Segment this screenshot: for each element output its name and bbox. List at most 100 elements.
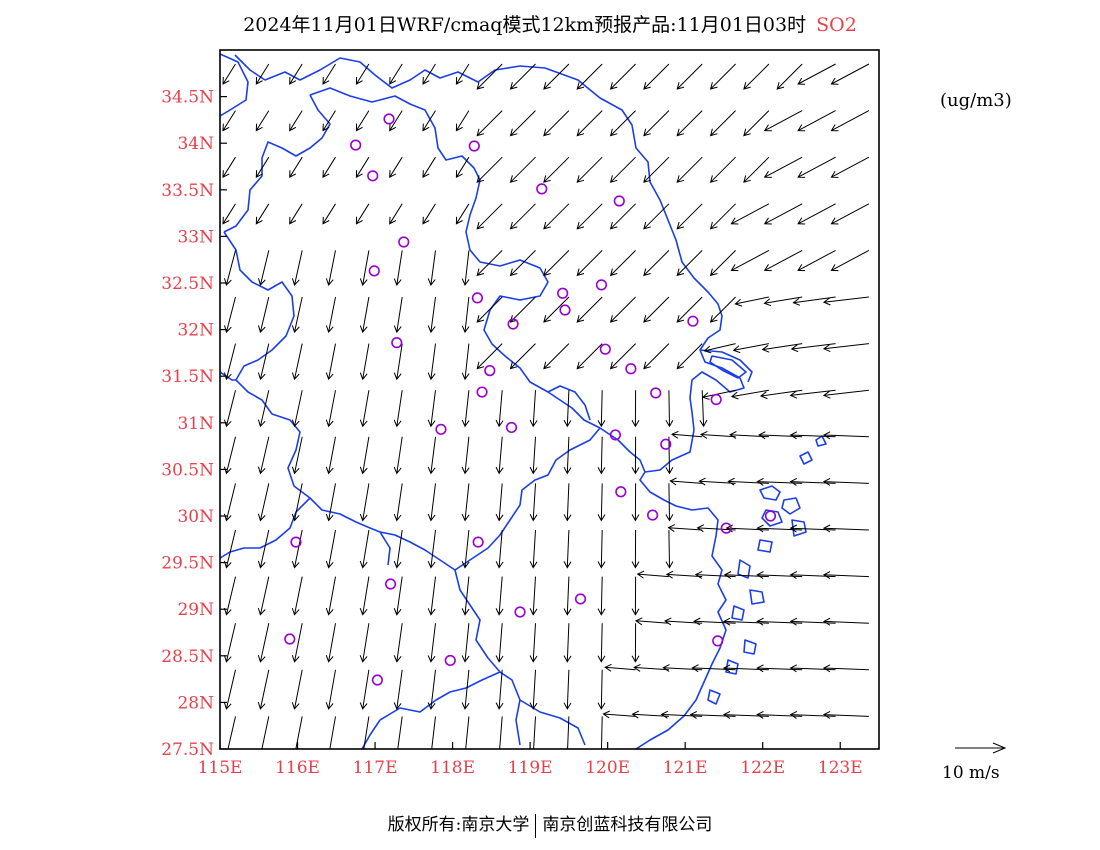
wind-arrow — [709, 250, 736, 277]
lat-tick-label: 31.5N — [161, 367, 214, 387]
wind-arrow — [461, 623, 470, 663]
wind-arrow — [529, 483, 538, 522]
station-marker — [476, 386, 488, 398]
wind-arrow — [698, 477, 736, 486]
wind-arrow — [355, 110, 370, 132]
wind-arrow — [597, 623, 606, 663]
wind-arrow — [289, 63, 303, 85]
wind-arrow — [322, 110, 336, 132]
wind-arrow — [756, 524, 803, 533]
pollutant-label: SO2 — [816, 14, 857, 36]
wind-arrow — [701, 389, 736, 400]
wind-arrow — [792, 296, 836, 306]
station-marker — [472, 536, 484, 548]
wind-arrow — [529, 669, 538, 710]
wind-arrow — [255, 156, 270, 179]
wind-arrow — [427, 296, 436, 334]
wind-arrow — [699, 390, 708, 428]
wind-arrow — [676, 63, 703, 90]
wind-arrow — [476, 343, 503, 370]
wind-arrow — [734, 296, 770, 307]
wind-arrow — [563, 390, 572, 428]
wind-arrow — [789, 710, 836, 719]
wind-arrow — [563, 576, 572, 616]
wind-arrow — [223, 436, 236, 475]
wind-arrow — [797, 203, 836, 225]
wind-arrow — [709, 63, 736, 90]
wind-arrow — [529, 436, 538, 475]
station-marker — [505, 421, 518, 434]
plot-frame — [219, 49, 880, 750]
wind-arrow — [822, 389, 869, 399]
wind-arrow — [643, 110, 670, 137]
wind-arrow — [325, 250, 336, 286]
wind-arrow — [667, 524, 703, 533]
wind-arrow — [291, 623, 303, 663]
unit-label: (ug/m3) — [940, 90, 1012, 111]
zhoushan-islands — [707, 435, 827, 705]
wind-arrow — [322, 63, 336, 85]
wind-arrow — [797, 249, 836, 272]
wind-arrow — [822, 664, 869, 673]
wind-arrow — [257, 343, 270, 381]
wind-arrow — [455, 156, 470, 179]
station-marker — [559, 304, 571, 316]
wind-arrow — [609, 110, 636, 137]
wind-arrow — [509, 296, 536, 323]
station-marker — [712, 635, 724, 647]
wind-arrow — [789, 664, 836, 673]
wind-arrow — [325, 623, 336, 663]
wind-arrow — [631, 436, 640, 475]
lon-tick-label: 116E — [275, 758, 320, 778]
wind-arrow — [563, 436, 572, 475]
latitude-axis: 34.5N 34N 33.5N 33N 32.5N 32N 31.5N 31N 30.5N 30N… — [161, 88, 227, 760]
wind-arrow — [576, 250, 603, 277]
wind-arrow — [756, 664, 803, 673]
wind-arrow — [763, 110, 803, 132]
wind-arrow — [465, 716, 470, 749]
wind-arrow — [461, 483, 470, 522]
wind-arrow — [529, 529, 538, 569]
wind-arrow — [476, 203, 503, 230]
wind-arrow — [665, 390, 674, 428]
wind-arrow — [257, 483, 270, 522]
wind-arrow — [756, 477, 803, 486]
wind-arrow — [643, 343, 670, 370]
wind-arrow — [289, 156, 303, 179]
wind-arrow — [822, 524, 869, 533]
wind-arrow — [763, 203, 803, 225]
wind-arrow — [730, 249, 770, 272]
wind-arrow — [397, 716, 403, 749]
station-marker — [574, 593, 587, 605]
wind-arrow — [255, 203, 270, 225]
wind-arrow — [597, 669, 606, 710]
wind-arrow — [289, 110, 303, 132]
wind-arrow — [291, 576, 303, 616]
wind-arrow — [476, 296, 503, 323]
wind-arrow — [543, 156, 570, 183]
wind-arrow — [631, 710, 669, 719]
station-marker — [650, 387, 662, 399]
wind-arrow — [533, 716, 536, 749]
wind-arrow — [393, 483, 403, 522]
lat-tick-label: 34N — [177, 134, 214, 154]
anhui-north — [223, 94, 331, 233]
wind-arrow — [389, 63, 403, 85]
lat-tick-label: 29.5N — [161, 554, 214, 574]
wind-arrow — [660, 710, 703, 719]
wind-arrow — [761, 343, 803, 353]
wind-arrow — [389, 203, 403, 225]
wind-arrow — [329, 716, 336, 749]
yangtze-estuary — [699, 349, 753, 383]
wind-arrow — [789, 431, 836, 440]
wind-arrow — [291, 250, 303, 286]
lat-tick-label: 33N — [177, 227, 214, 247]
wind-arrow — [567, 716, 570, 749]
wind-arrow — [600, 716, 603, 749]
station-marker — [613, 195, 625, 207]
wind-arrow — [427, 436, 436, 475]
wind-arrow — [422, 156, 436, 179]
wind-arrow — [258, 250, 270, 286]
wind-arrow — [359, 623, 370, 663]
station-marker — [350, 139, 362, 151]
